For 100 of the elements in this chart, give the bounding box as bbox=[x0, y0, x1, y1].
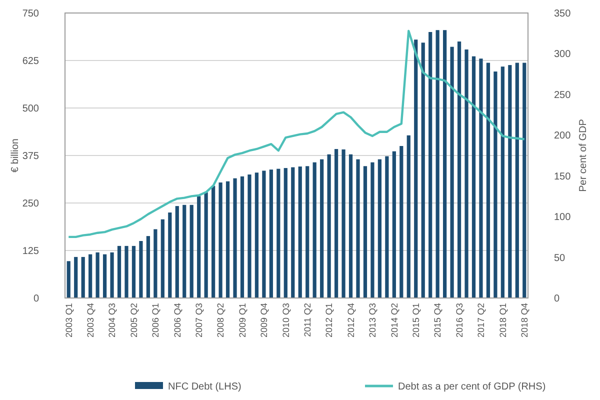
bar bbox=[66, 261, 70, 298]
bar bbox=[342, 149, 346, 298]
bar bbox=[414, 40, 418, 298]
bar bbox=[204, 192, 208, 298]
y2-tick-label: 300 bbox=[554, 49, 572, 60]
line-series bbox=[68, 30, 526, 238]
y2-tick-label: 50 bbox=[554, 252, 566, 264]
bar bbox=[88, 254, 92, 298]
bar bbox=[472, 56, 476, 298]
legend-label: Debt as a per cent of GDP (RHS) bbox=[398, 382, 546, 392]
bar bbox=[306, 166, 310, 298]
y2-tick-label: 350 bbox=[554, 8, 572, 20]
bar bbox=[262, 170, 266, 298]
bar bbox=[320, 159, 324, 298]
bar bbox=[269, 170, 273, 298]
x-tick-label: 2015 Q1 bbox=[411, 303, 422, 338]
bar bbox=[248, 174, 252, 298]
bar bbox=[154, 229, 158, 298]
x-tick-label: 2010 Q3 bbox=[280, 303, 291, 338]
y2-axis-title: Per cent of GDP bbox=[578, 118, 589, 192]
bar bbox=[124, 246, 128, 298]
bar bbox=[494, 72, 498, 298]
bar bbox=[81, 256, 85, 298]
bar bbox=[406, 135, 410, 298]
y2-tick-label: 0 bbox=[554, 294, 560, 304]
bar bbox=[348, 154, 353, 298]
x-tick-label: 2005 Q2 bbox=[128, 303, 139, 338]
bar bbox=[392, 151, 396, 298]
bar bbox=[218, 182, 222, 298]
y-tick-label: 250 bbox=[22, 198, 40, 210]
x-tick-label: 2007 Q3 bbox=[194, 303, 204, 338]
y2-tick-label: 100 bbox=[554, 212, 572, 224]
bar bbox=[102, 254, 107, 298]
x-tick-label: 2008 Q2 bbox=[216, 303, 226, 338]
x-tick-label: 2009 Q4 bbox=[259, 303, 270, 338]
y2-tick-label: 200 bbox=[554, 130, 572, 142]
bar bbox=[515, 62, 519, 298]
bar bbox=[457, 42, 462, 298]
bar bbox=[276, 168, 280, 298]
bar bbox=[233, 178, 237, 298]
bar bbox=[74, 256, 78, 298]
x-tick-label: 2006 Q1 bbox=[150, 303, 161, 338]
x-tick-label: 2003 Q4 bbox=[85, 303, 96, 338]
y-axis-title: € billion bbox=[10, 138, 21, 172]
bar bbox=[146, 236, 150, 298]
x-tick-label: 2015 Q4 bbox=[432, 303, 443, 338]
x-tick-label: 2004 Q3 bbox=[107, 303, 118, 338]
bar bbox=[190, 204, 194, 298]
y2-tick-label: 250 bbox=[554, 90, 572, 101]
x-tick-label: 2016 Q3 bbox=[454, 303, 464, 338]
bar bbox=[356, 159, 360, 298]
y-tick-label: 125 bbox=[22, 246, 40, 257]
bar bbox=[168, 212, 172, 298]
x-tick-label: 2009 Q1 bbox=[237, 303, 248, 338]
x-tick-label: 2013 Q3 bbox=[368, 303, 378, 338]
bar bbox=[327, 154, 331, 298]
bar bbox=[500, 66, 504, 298]
y2-tick-label: 150 bbox=[554, 171, 572, 182]
x-tick-label: 2011 Q2 bbox=[302, 303, 312, 337]
bar bbox=[254, 172, 259, 298]
bar bbox=[298, 166, 302, 298]
bar bbox=[464, 49, 468, 298]
bar bbox=[160, 219, 164, 298]
x-tick-label: 2003 Q1 bbox=[64, 303, 74, 338]
y-tick-label: 625 bbox=[22, 56, 40, 67]
bar bbox=[240, 176, 244, 298]
y-tick-label: 375 bbox=[22, 151, 40, 162]
x-tick-label: 2012 Q1 bbox=[324, 303, 334, 338]
bar bbox=[385, 156, 389, 298]
bar bbox=[197, 196, 201, 298]
y-tick-label: 500 bbox=[22, 104, 40, 114]
bar bbox=[96, 252, 100, 298]
bar bbox=[486, 62, 490, 298]
bar bbox=[291, 167, 295, 298]
bar bbox=[211, 186, 216, 298]
bar bbox=[378, 159, 382, 298]
bar bbox=[132, 246, 136, 298]
x-tick-label: 2018 Q1 bbox=[498, 303, 508, 338]
bar bbox=[175, 206, 179, 298]
x-tick-label: 2017 Q2 bbox=[476, 303, 486, 338]
bar bbox=[284, 168, 288, 298]
bar bbox=[363, 166, 368, 298]
y-tick-label: 0 bbox=[33, 294, 40, 304]
legend-label: NFC Debt (LHS) bbox=[168, 382, 242, 392]
x-tick-label: 2006 Q4 bbox=[172, 303, 182, 338]
bar bbox=[450, 46, 454, 298]
bar bbox=[522, 62, 526, 298]
bar bbox=[312, 162, 316, 298]
bar bbox=[182, 204, 186, 298]
bar bbox=[508, 65, 512, 298]
x-tick-label: 2014 Q2 bbox=[389, 303, 400, 338]
bar bbox=[436, 30, 440, 298]
x-tick-label: 2018 Q4 bbox=[520, 303, 530, 338]
y-tick-label: 750 bbox=[22, 8, 40, 20]
bar bbox=[117, 246, 122, 298]
bar bbox=[334, 149, 338, 298]
bar bbox=[479, 58, 483, 298]
bar bbox=[421, 42, 425, 298]
bar bbox=[139, 241, 143, 298]
x-tick-label: 2012 Q4 bbox=[346, 303, 356, 338]
